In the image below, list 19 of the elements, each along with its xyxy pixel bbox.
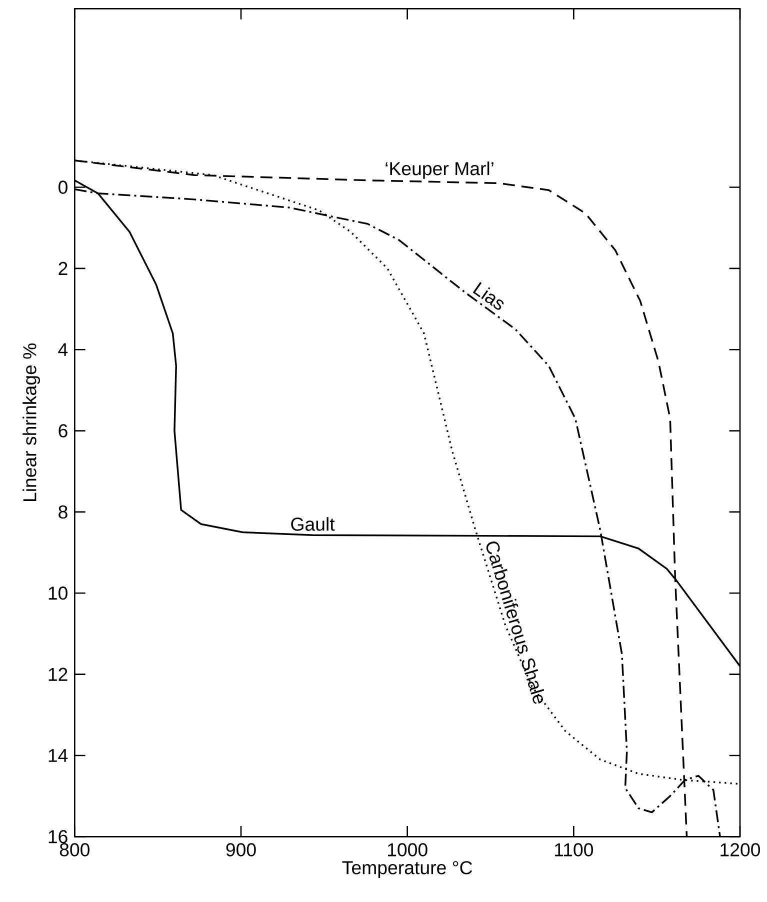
text: Lias	[473, 282, 504, 310]
y-tick-label: 10	[49, 586, 68, 600]
y-tick-label: 0	[58, 180, 68, 194]
y-tick-label: 4	[58, 343, 68, 356]
y-tick-label: 2	[58, 262, 68, 275]
y-tick-label: 8	[58, 505, 68, 519]
x-tick-label: 1100	[555, 843, 594, 856]
y-tick-label: 14	[49, 749, 68, 762]
x-tick-label: 900	[226, 843, 256, 856]
x-axis-title: Temperature °C	[342, 861, 472, 878]
series-label: ‘Keuper Marl’	[386, 162, 494, 179]
series-label: Gault	[291, 517, 335, 531]
x-tick-label: 1200	[720, 843, 760, 856]
y-tick-label: 6	[58, 424, 68, 438]
y-axis-title: Linear shrinkage %	[22, 343, 40, 502]
y-tick-label: 12	[49, 668, 68, 681]
y-tick-label: 16	[49, 830, 68, 844]
x-tick-label: 800	[60, 843, 90, 856]
x-tick-label: 1000	[388, 843, 428, 856]
